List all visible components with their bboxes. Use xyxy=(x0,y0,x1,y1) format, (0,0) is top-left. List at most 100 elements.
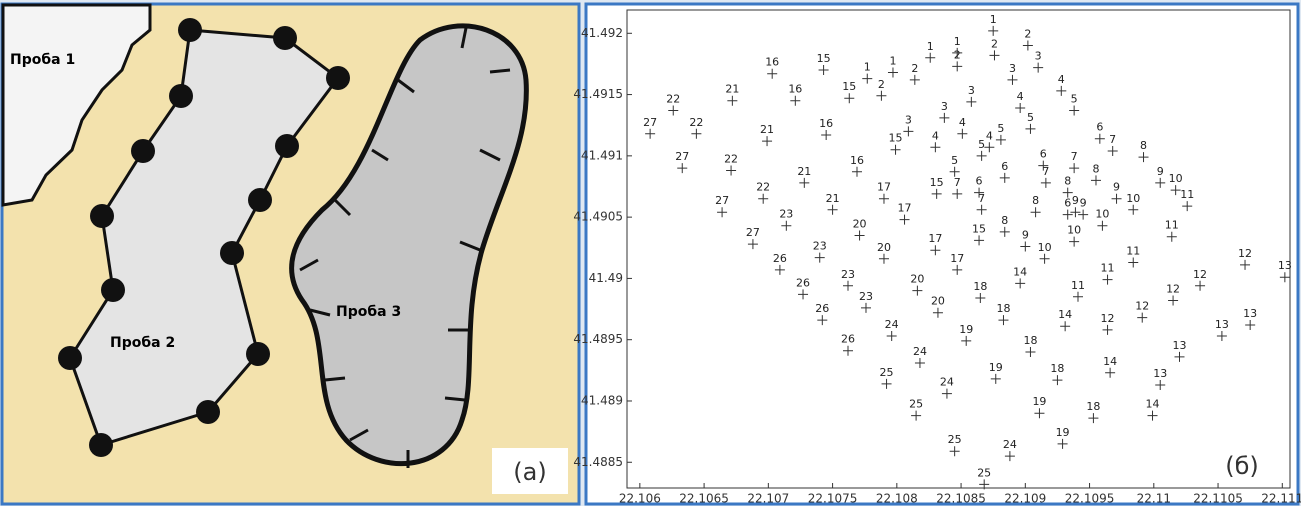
point-label: 4 xyxy=(932,129,939,142)
point xyxy=(925,52,936,63)
point xyxy=(818,65,829,76)
point-label: 16 xyxy=(819,117,833,130)
sample-label: Проба 1 xyxy=(10,52,75,68)
point-label: 2 xyxy=(954,48,961,61)
point xyxy=(949,166,960,177)
point xyxy=(1168,295,1179,306)
x-tick-label: 22.107 xyxy=(747,492,789,506)
point xyxy=(911,410,922,421)
point xyxy=(790,95,801,106)
y-tick-label: 41.4915 xyxy=(573,87,623,101)
point-label: 27 xyxy=(715,194,729,207)
point-label: 20 xyxy=(853,218,867,231)
point-label: 7 xyxy=(1109,133,1116,146)
point xyxy=(1138,152,1149,163)
point xyxy=(912,285,923,296)
point xyxy=(998,315,1009,326)
point xyxy=(979,479,990,490)
point-label: 6 xyxy=(976,175,983,188)
point xyxy=(1088,413,1099,424)
point-label: 13 xyxy=(1278,259,1292,272)
point xyxy=(851,166,862,177)
point-label: 26 xyxy=(773,252,787,265)
point-label: 7 xyxy=(954,176,961,189)
point-label: 7 xyxy=(1042,165,1049,178)
point xyxy=(814,252,825,263)
point xyxy=(952,264,963,275)
point-label: 10 xyxy=(1169,172,1183,185)
point-label: 8 xyxy=(1001,214,1008,227)
point xyxy=(1195,280,1206,291)
point-label: 19 xyxy=(1056,426,1070,439)
point xyxy=(878,193,889,204)
point-label: 26 xyxy=(796,276,810,289)
point-label: 12 xyxy=(1101,312,1115,325)
y-tick-label: 41.491 xyxy=(581,148,623,162)
point xyxy=(909,74,920,85)
point-label: 17 xyxy=(877,181,891,194)
point xyxy=(881,378,892,389)
point xyxy=(1004,451,1015,462)
point xyxy=(903,126,914,137)
point-label: 11 xyxy=(1101,262,1115,275)
point-label: 25 xyxy=(977,466,991,479)
point xyxy=(887,67,898,78)
x-tick-label: 22.1095 xyxy=(1065,492,1115,506)
point-label: 11 xyxy=(1165,219,1179,232)
point-label: 25 xyxy=(909,398,923,411)
point-label: 6 xyxy=(1040,148,1047,161)
point-label: 13 xyxy=(1215,318,1229,331)
point xyxy=(930,245,941,256)
x-tick-label: 22.108 xyxy=(876,492,918,506)
point xyxy=(952,47,963,58)
point xyxy=(1060,321,1071,332)
point-label: 14 xyxy=(1103,355,1117,368)
point xyxy=(1166,231,1177,242)
point xyxy=(976,150,987,161)
point-label: 5 xyxy=(951,154,958,167)
point xyxy=(1039,253,1050,264)
x-tick-label: 22.1085 xyxy=(936,492,986,506)
point-label: 21 xyxy=(797,165,811,178)
point xyxy=(1034,408,1045,419)
panel-caption: (а) xyxy=(513,458,546,486)
point xyxy=(1128,257,1139,268)
point xyxy=(952,61,963,72)
point xyxy=(1174,351,1185,362)
point xyxy=(1030,207,1041,218)
point xyxy=(747,239,758,250)
point-label: 22 xyxy=(689,116,703,129)
point xyxy=(1102,324,1113,335)
point-label: 9 xyxy=(1113,181,1120,194)
point xyxy=(974,235,985,246)
y-tick-label: 41.4885 xyxy=(573,455,623,469)
point-label: 8 xyxy=(1140,139,1147,152)
point xyxy=(1107,145,1118,156)
caption-box xyxy=(1212,444,1272,486)
x-tick-label: 22.1075 xyxy=(808,492,858,506)
point xyxy=(726,165,737,176)
point-label: 22 xyxy=(756,181,770,194)
point-label: 9 xyxy=(1157,165,1164,178)
point-label: 12 xyxy=(1135,300,1149,313)
point-label: 12 xyxy=(1238,247,1252,260)
point xyxy=(854,230,865,241)
point-label: 25 xyxy=(880,366,894,379)
point-label: 14 xyxy=(1013,265,1027,278)
point-label: 3 xyxy=(1009,62,1016,75)
point xyxy=(914,357,925,368)
point xyxy=(932,307,943,318)
point xyxy=(1090,175,1101,186)
sample-2-points xyxy=(58,18,350,457)
point xyxy=(1020,241,1031,252)
point-label: 5 xyxy=(978,138,985,151)
sample-3-area xyxy=(289,23,529,467)
point xyxy=(1038,160,1049,171)
point-label: 22 xyxy=(666,93,680,106)
point xyxy=(1216,331,1227,342)
point-label: 10 xyxy=(1067,224,1081,237)
point xyxy=(1025,346,1036,357)
point-label: 25 xyxy=(948,433,962,446)
point xyxy=(1182,201,1193,212)
point xyxy=(878,253,889,264)
